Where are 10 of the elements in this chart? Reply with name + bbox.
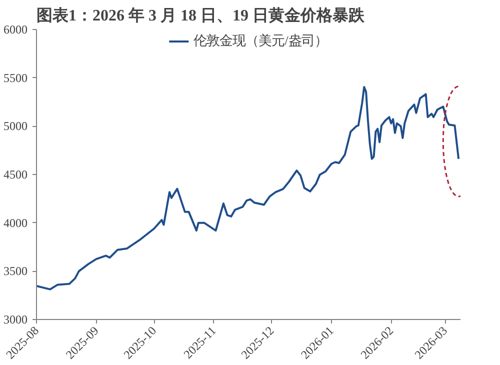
y-tick-label: 3500 xyxy=(4,264,28,278)
y-tick-label: 6000 xyxy=(4,22,28,36)
y-tick-label: 4000 xyxy=(4,216,28,230)
legend-label: 伦敦金现（美元/盎司） xyxy=(194,32,328,50)
line-series xyxy=(36,86,460,290)
y-tick-label: 5500 xyxy=(4,70,28,85)
y-tick-label: 4500 xyxy=(4,168,28,182)
y-tick-label: 3000 xyxy=(4,312,28,326)
y-tick-label: 5000 xyxy=(4,119,28,134)
chart-title: 图表1：2026 年 3 月 18 日、19 日黄金价格暴跌 xyxy=(36,6,366,24)
